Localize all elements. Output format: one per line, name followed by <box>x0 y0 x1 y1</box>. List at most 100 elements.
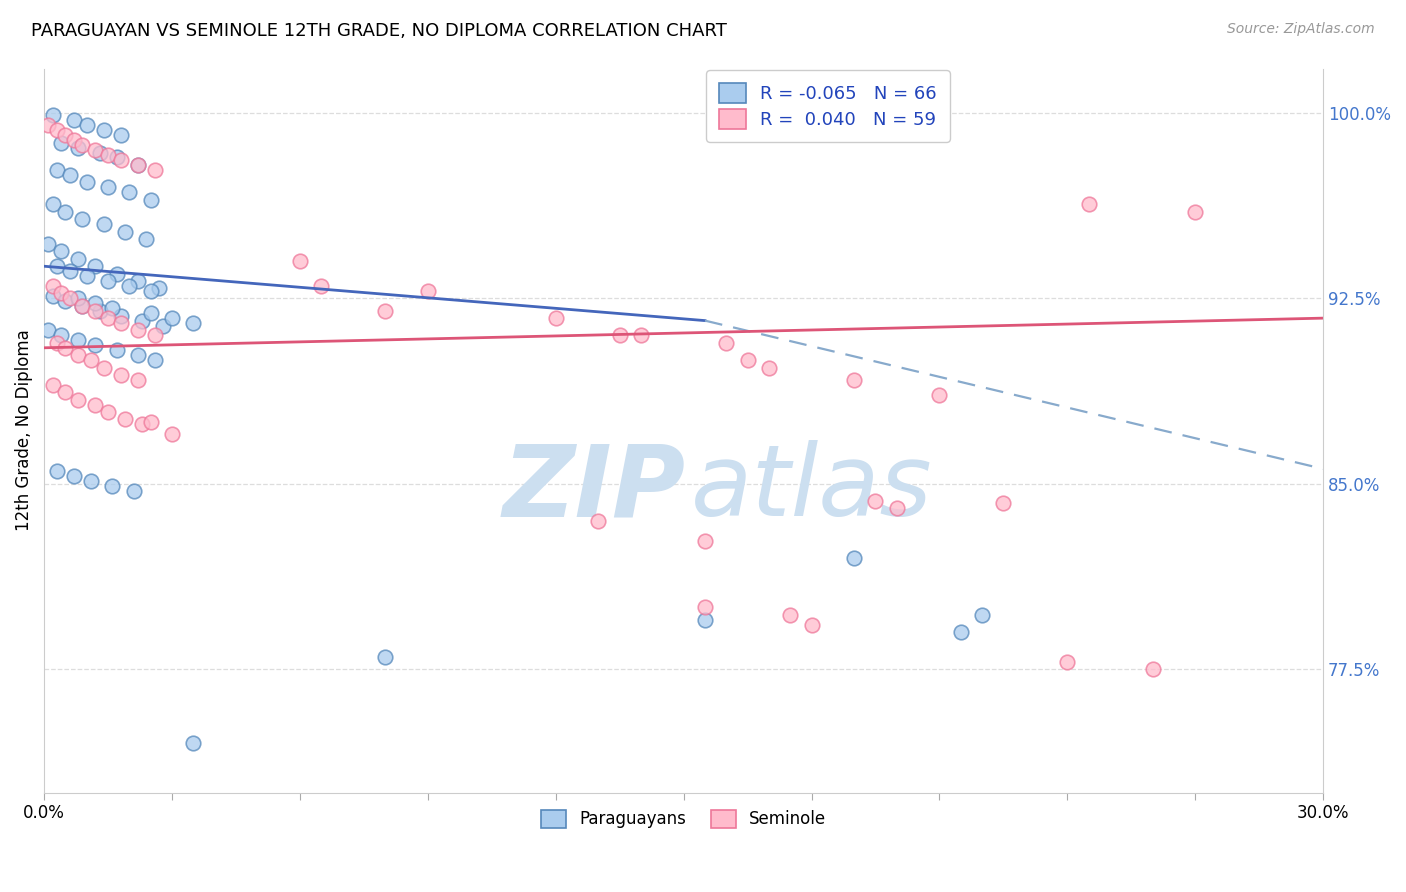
Point <box>309 279 332 293</box>
Point <box>416 284 439 298</box>
Point <box>693 600 716 615</box>
Point <box>101 301 124 316</box>
Point <box>143 162 166 177</box>
Point <box>67 334 90 348</box>
Point <box>67 140 90 154</box>
Point <box>609 328 631 343</box>
Point <box>41 197 63 211</box>
Point <box>72 212 94 227</box>
Point <box>51 286 73 301</box>
Point <box>127 158 149 172</box>
Point <box>51 328 73 343</box>
Text: ZIP: ZIP <box>502 440 686 537</box>
Point <box>84 338 107 352</box>
Point <box>114 225 136 239</box>
Point <box>693 533 716 548</box>
Point <box>76 269 98 284</box>
Point <box>110 153 132 167</box>
Point <box>949 625 972 640</box>
Point <box>51 136 73 150</box>
Point <box>758 360 780 375</box>
Point <box>76 175 98 189</box>
Point <box>127 373 149 387</box>
Point <box>41 289 63 303</box>
Point <box>110 368 132 382</box>
Point <box>886 501 908 516</box>
Point <box>45 123 67 137</box>
Point <box>84 296 107 310</box>
Point <box>105 151 128 165</box>
Point <box>41 279 63 293</box>
Point <box>122 484 145 499</box>
Point <box>110 309 132 323</box>
Point <box>160 311 183 326</box>
Point <box>72 138 94 153</box>
Point <box>45 464 67 478</box>
Point <box>779 607 801 622</box>
Point <box>37 237 59 252</box>
Point <box>970 607 993 622</box>
Point <box>67 291 90 305</box>
Point <box>127 158 149 172</box>
Point <box>97 148 120 162</box>
Point <box>55 293 77 308</box>
Point <box>288 254 311 268</box>
Point <box>143 353 166 368</box>
Text: Source: ZipAtlas.com: Source: ZipAtlas.com <box>1227 22 1375 37</box>
Point <box>716 335 738 350</box>
Point <box>89 303 111 318</box>
Point <box>105 343 128 358</box>
Point <box>127 324 149 338</box>
Point <box>1142 662 1164 676</box>
Point <box>93 123 115 137</box>
Point <box>51 244 73 259</box>
Point <box>630 328 652 343</box>
Point <box>1077 197 1099 211</box>
Point <box>93 360 115 375</box>
Text: atlas: atlas <box>690 440 932 537</box>
Point <box>1056 655 1078 669</box>
Point <box>844 550 866 565</box>
Point <box>63 113 86 128</box>
Point <box>1184 205 1206 219</box>
Point <box>183 736 205 750</box>
Point <box>97 311 120 326</box>
Point <box>67 252 90 266</box>
Point <box>93 217 115 231</box>
Point <box>76 119 98 133</box>
Point <box>143 328 166 343</box>
Point <box>84 259 107 273</box>
Point <box>928 388 950 402</box>
Point <box>127 274 149 288</box>
Point <box>800 617 823 632</box>
Point <box>588 514 610 528</box>
Point <box>105 267 128 281</box>
Point <box>45 335 67 350</box>
Point <box>135 232 157 246</box>
Point <box>97 274 120 288</box>
Point <box>41 108 63 122</box>
Point <box>84 303 107 318</box>
Point <box>131 313 153 327</box>
Point <box>183 316 205 330</box>
Point <box>374 303 396 318</box>
Point <box>37 324 59 338</box>
Point <box>80 353 103 368</box>
Point <box>118 279 141 293</box>
Point <box>110 316 132 330</box>
Point <box>114 412 136 426</box>
Point <box>55 205 77 219</box>
Point <box>67 392 90 407</box>
Point <box>693 613 716 627</box>
Point <box>89 145 111 160</box>
Y-axis label: 12th Grade, No Diploma: 12th Grade, No Diploma <box>15 330 32 532</box>
Point <box>63 133 86 147</box>
Point <box>127 348 149 362</box>
Point <box>844 373 866 387</box>
Point <box>160 427 183 442</box>
Point <box>139 284 162 298</box>
Point <box>865 494 887 508</box>
Point <box>101 479 124 493</box>
Point <box>59 168 82 182</box>
Point <box>139 193 162 207</box>
